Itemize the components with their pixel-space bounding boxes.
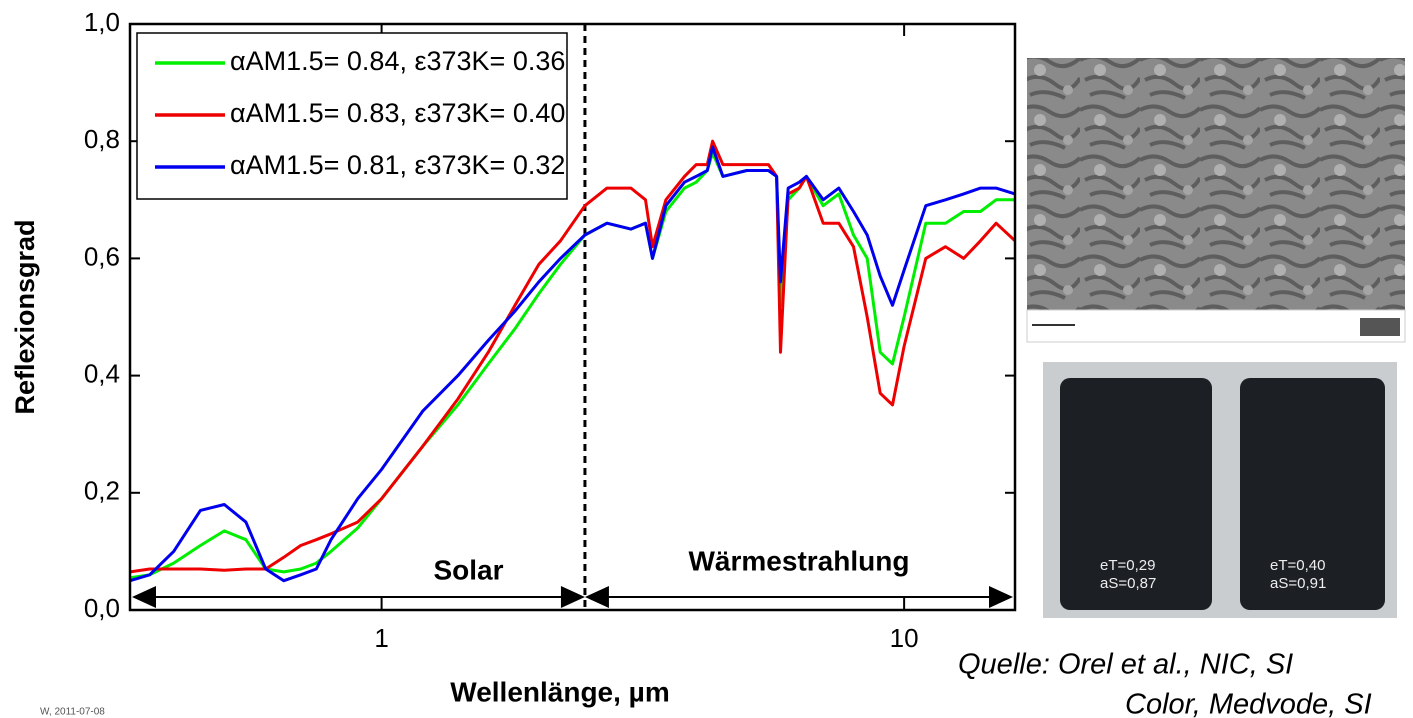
legend-label: αAM1.5= 0.84, ε373K= 0.36 xyxy=(230,46,565,76)
y-tick-label: 0,2 xyxy=(84,476,120,506)
legend-label: αAM1.5= 0.81, ε373K= 0.32 xyxy=(230,150,565,180)
legend-label: αAM1.5= 0.83, ε373K= 0.40 xyxy=(230,98,565,128)
x-axis-label: Wellenlänge, µm xyxy=(450,676,669,707)
y-tick-label: 0,8 xyxy=(84,124,120,154)
photo-label: aS=0,91 xyxy=(1270,575,1326,592)
x-tick-label: 1 xyxy=(374,623,388,653)
legend-box xyxy=(136,32,568,200)
y-tick-label: 0,4 xyxy=(84,358,120,388)
series-line xyxy=(130,151,1015,580)
x-tick-label: 10 xyxy=(890,623,919,653)
plot-frame xyxy=(128,22,1017,612)
photo-label: eT=0,40 xyxy=(1270,557,1325,574)
series-line xyxy=(130,139,1015,574)
arrow-head xyxy=(560,586,585,608)
y-tick-label: 0,6 xyxy=(84,241,120,271)
footer: W, 2011-07-08 xyxy=(40,707,105,718)
region-label: Solar xyxy=(433,554,503,585)
y-tick-label: 1,0 xyxy=(84,7,120,37)
sample-photo xyxy=(1043,362,1397,618)
sem-image xyxy=(1026,58,1406,343)
arrow-head xyxy=(132,586,156,608)
arrow-head xyxy=(584,586,609,608)
region-label: Wärmestrahlung xyxy=(689,545,910,576)
photo-label: aS=0,87 xyxy=(1100,575,1156,592)
y-axis-label: Reflexionsgrad xyxy=(10,219,40,414)
source-line: Quelle: Orel et al., NIC, SI xyxy=(958,649,1293,681)
arrow-head xyxy=(989,586,1013,608)
plot-lines xyxy=(130,139,1015,583)
series-line xyxy=(130,145,1015,583)
source-line: Color, Medvode, SI xyxy=(1125,689,1372,718)
y-tick-label: 0,0 xyxy=(84,593,120,623)
photo-label: eT=0,29 xyxy=(1100,557,1155,574)
